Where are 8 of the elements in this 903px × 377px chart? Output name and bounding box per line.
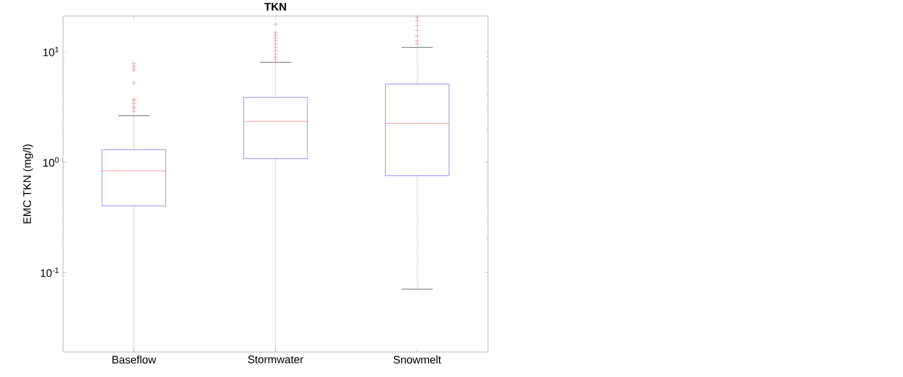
y-tick-label: 10$^{-1}$	[40, 268, 59, 278]
x-tick-label: Stormwater	[248, 356, 304, 364]
y-tick-label: 10$^{1}$	[43, 46, 59, 56]
y-axis-title: EMC TKN (mg/l)	[22, 144, 34, 224]
y-tick-label: 10$^{0}$	[43, 157, 59, 167]
x-tick-label: Snowmelt	[394, 356, 442, 364]
chart-title: TKN	[264, 2, 286, 10]
x-tick-label: Baseflow	[112, 356, 156, 364]
